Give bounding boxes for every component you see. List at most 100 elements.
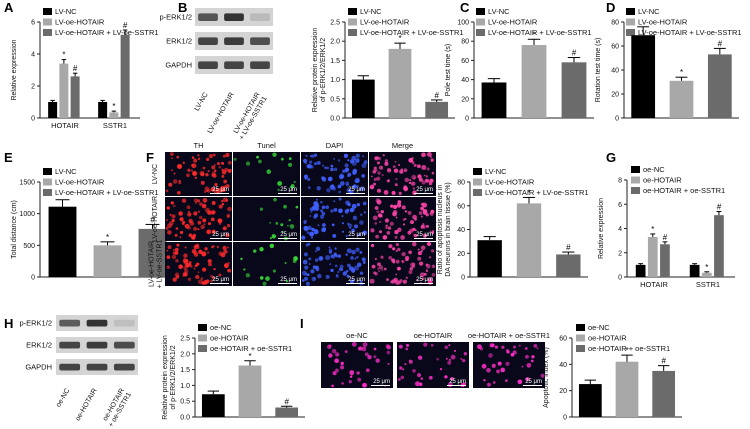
cell-dot [380,210,384,214]
cell-dot [404,362,407,366]
cell-dot [355,158,360,163]
cell-dot [221,168,224,172]
cell-dot [397,247,401,252]
band-label: ERK1/2 [166,37,192,46]
cell-dot [311,227,315,232]
cell-dot [408,181,412,185]
cell-dot [395,249,398,253]
image-background [233,152,300,196]
cell-dot [396,202,402,208]
cell-dot [211,229,216,234]
cell-dot [431,273,436,277]
gel-band [198,61,218,69]
cell-dot [302,259,308,265]
cell-dot [341,230,344,233]
cell-dot [194,176,197,179]
cell-dot [350,372,354,376]
cell-dot [412,369,416,373]
cell-dot [428,256,432,259]
bar [635,264,646,277]
channel-label: DAPI [326,141,344,150]
cell-dot [223,179,228,184]
y-tick-label: 0 [563,415,567,422]
band-label: GAPDH [25,363,52,372]
cell-dot [308,257,312,261]
cell-dot [347,159,350,162]
cell-dot [359,280,363,283]
cell-dot [489,343,494,348]
cell-dot [517,379,523,385]
cell-dot [283,204,287,209]
y-axis-label: Relative protein expressionof p-ERK1/2/E… [162,335,177,420]
cell-dot [200,277,204,280]
cell-dot [348,266,354,271]
cell-dot [314,213,319,218]
panel-letter-d: D [606,0,615,15]
cell-dot [376,176,381,181]
cell-dot [355,153,360,158]
cell-dot [348,189,352,194]
cell-dot [214,182,218,187]
legend-swatch [576,324,585,331]
cell-dot [530,359,534,363]
cell-dot [385,224,388,227]
cell-dot [315,265,319,270]
cell-dot [319,200,323,204]
cell-dot [401,205,406,210]
cell-dot [172,277,177,282]
gel-band [224,37,244,45]
cell-dot [166,206,170,210]
cell-dot [337,270,340,274]
legend-swatch [43,29,52,36]
cell-dot [192,233,197,238]
cell-dot [384,218,390,223]
cell-dot [207,259,212,264]
cell-dot [444,375,448,379]
micrograph-merge: 25 μm [369,152,436,196]
cell-dot [373,182,376,186]
micrograph-i: 25 μm [397,342,469,388]
scale-bar-label: 25 μm [348,187,365,193]
cell-dot [486,367,491,373]
image-background [397,342,469,388]
cell-dot [330,268,334,273]
cell-dot [311,154,315,158]
panel-letter-f: F [146,150,154,165]
cell-dot [301,235,306,240]
cell-dot [178,181,182,185]
cell-dot [463,352,468,356]
y-tick-label: 2 [618,250,622,257]
legend-label: LV-NC [638,7,660,16]
significance-mark: # [663,233,668,242]
cell-dot [379,265,383,270]
cell-dot [302,158,308,164]
cell-dot [288,157,292,161]
y-tick-label: 1500 [19,180,35,187]
significance-mark: * [527,188,530,197]
cell-dot [354,257,357,260]
cell-dot [359,220,364,225]
cell-dot [431,171,435,175]
cell-dot [303,252,308,257]
cell-dot [245,273,251,278]
scale-bar-label: 25 μm [525,379,542,385]
cell-dot [240,257,243,261]
cell-dot [371,264,376,269]
cell-dot [203,223,206,226]
cell-dot [187,277,192,281]
cell-dot [256,155,259,159]
cell-dot [381,269,384,271]
cell-dot [357,233,361,237]
cell-dot [354,224,358,229]
gel-band [59,341,81,349]
cell-dot [313,162,318,166]
y-tick-label: 20 [457,251,465,258]
chart-i: 0 20 40 60 Apoptotic index (%) oe-NC oe-HOTAIR… [543,323,682,422]
cell-dot [392,165,396,169]
cell-dot [444,345,449,350]
cell-dot [496,369,500,374]
x-tick-label: HOTAIR [640,280,668,289]
cell-dot [173,172,176,175]
cell-dot [216,245,220,249]
